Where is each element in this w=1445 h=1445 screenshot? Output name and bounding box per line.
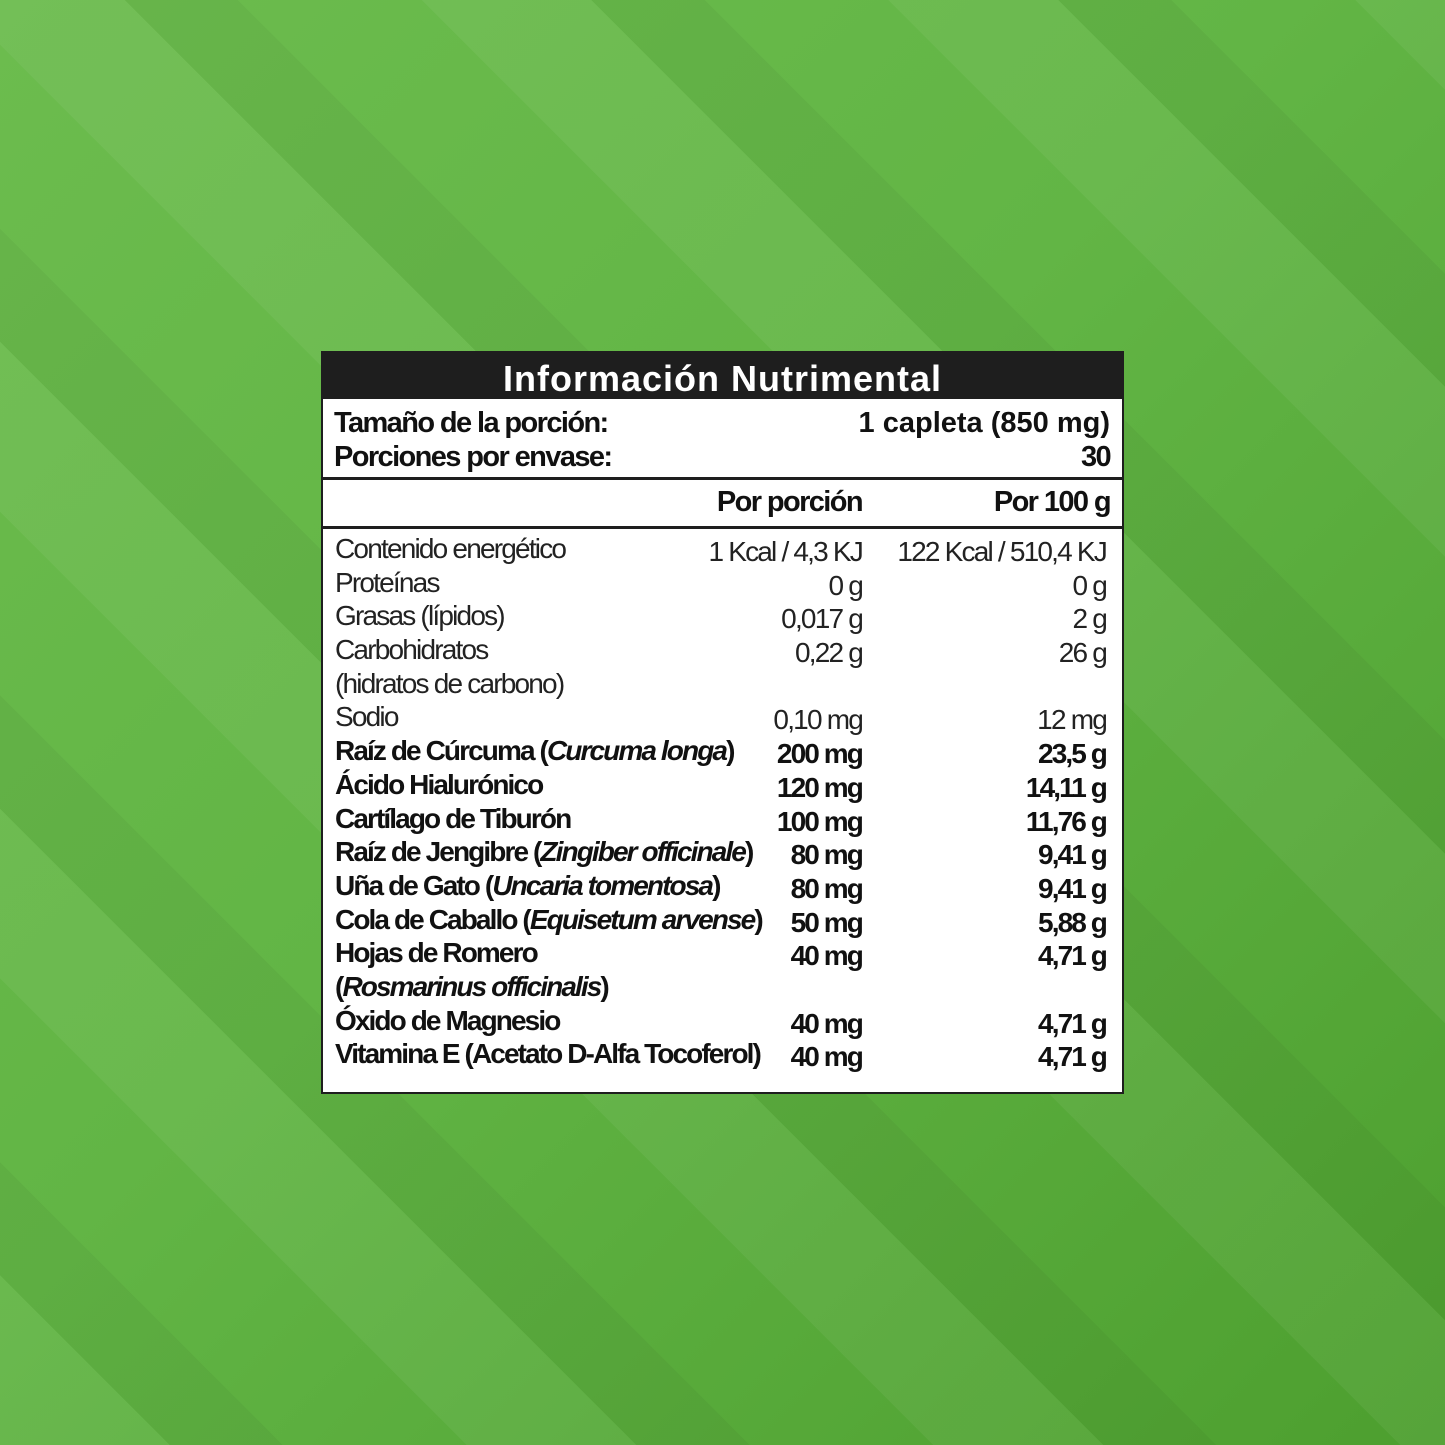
nutrient-name: Raíz de Jengibre (Zingiber officinale) [335, 836, 754, 868]
nutrient-row: Contenido energético 1 Kcal / 4,3 KJ 122 K… [323, 533, 1122, 567]
nutrient-name-suffix: ) [726, 735, 735, 767]
nutrient-name: Cartílago de Tiburón [335, 802, 572, 835]
value-per-100g: 122 Kcal / 510,4 KJ [897, 536, 1107, 567]
nutrient-name-suffix: ) [712, 869, 721, 901]
nutrient-row: Cartílago de Tiburón 100 mg 11,76 g [323, 803, 1122, 837]
nutrient-row: Raíz de Jengibre (Zingiber officinale) 80… [323, 836, 1122, 870]
value-per-100g: 4,71 g [1038, 1007, 1108, 1039]
nutrient-name-suffix: ) [744, 836, 754, 868]
nutrient-name: Proteínas [335, 566, 440, 599]
nutrient-name-text: Raíz de Jengibre ( [335, 836, 542, 868]
nutrient-row: Uña de Gato (Uncaria tomentosa) 80 mg 9,41… [323, 870, 1122, 904]
value-per-portion: 0,10 mg [773, 704, 863, 736]
value-per-portion: 40 mg [790, 940, 864, 972]
nutrient-name: Ácido Hialurónico [335, 768, 544, 801]
nutrient-name: Grasas (lípidos) [335, 600, 506, 632]
nutrient-row: (Rosmarinus officinalis) [323, 971, 1122, 1005]
nutrient-scientific-name: Zingiber officinale [540, 836, 746, 868]
nutrient-name-text: Cola de Caballo ( [335, 903, 532, 935]
value-per-100g: 23,5 g [1038, 738, 1108, 770]
nutrient-row: (hidratos de carbono) [323, 668, 1122, 702]
nutrient-name-text: ( [335, 970, 344, 1002]
value-per-portion: 0,017 g [781, 603, 864, 635]
value-per-100g: 11,76 g [1025, 805, 1108, 837]
value-per-100g: 9,41 g [1038, 872, 1108, 904]
nutrient-name: Contenido energético [335, 533, 567, 565]
panel-title: Información Nutrimental [323, 353, 1122, 399]
value-per-portion: 80 mg [790, 872, 864, 904]
nutrient-rows: Contenido energético 1 Kcal / 4,3 KJ 122 K… [323, 533, 1122, 1072]
value-per-100g: 9,41 g [1038, 839, 1108, 871]
nutrient-name-text: Uña de Gato ( [335, 869, 494, 901]
nutrient-scientific-name: Equisetum arvense [529, 903, 756, 935]
nutrient-row: Sodio 0,10 mg 12 mg [323, 701, 1122, 735]
nutrient-name: Carbohidratos [335, 634, 489, 666]
value-per-100g: 26 g [1058, 637, 1108, 669]
value-per-portion: 80 mg [790, 839, 864, 871]
value-per-100g: 14,11 g [1025, 771, 1108, 803]
value-per-100g: 4,71 g [1038, 1041, 1108, 1073]
nutrient-name: Óxido de Magnesio [335, 1004, 561, 1037]
nutrient-name: Vitamina E (Acetato D-Alfa Tocoferol) [335, 1038, 762, 1070]
servings-count-value: 30 [1080, 441, 1112, 473]
nutrient-name-text: Hojas de Romero [335, 937, 539, 969]
nutrient-row: Óxido de Magnesio 40 mg 4,71 g [323, 1005, 1122, 1039]
value-per-100g: 4,71 g [1038, 940, 1108, 972]
serving-info: Tamaño de la porción: 1 capleta (850 mg)… [323, 399, 1122, 480]
nutrient-row: Proteínas 0 g 0 g [323, 567, 1122, 601]
nutrient-name-text: Grasas (lípidos) [335, 600, 506, 632]
column-per-portion: Por porción [716, 486, 864, 518]
serving-size-label: Tamaño de la porción: [334, 407, 609, 439]
nutrient-row: Cola de Caballo (Equisetum arvense) 50 mg… [323, 904, 1122, 938]
value-per-portion: 40 mg [790, 1041, 864, 1073]
nutrient-name-text: Cartílago de Tiburón [335, 802, 572, 834]
nutrient-scientific-name: Curcuma longa [546, 735, 728, 767]
nutrient-name-text: (hidratos de carbono) [335, 667, 565, 699]
nutrient-name: Raíz de Cúrcuma (Curcuma longa) [335, 735, 736, 767]
value-per-portion: 0 g [828, 569, 863, 601]
nutrient-row: Hojas de Romero 40 mg 4,71 g [323, 937, 1122, 971]
nutrient-scientific-name: Uncaria tomentosa [492, 869, 714, 901]
column-header: Por porción Por 100 g [323, 480, 1122, 529]
nutrient-row: Grasas (lípidos) 0,017 g 2 g [323, 600, 1122, 634]
value-per-portion: 200 mg [776, 738, 864, 770]
nutrient-name-text: Carbohidratos [335, 634, 489, 666]
value-per-100g: 5,88 g [1038, 906, 1108, 938]
value-per-portion: 100 mg [776, 805, 864, 837]
nutrient-name-suffix: ) [754, 903, 763, 935]
nutrition-facts-panel: Información Nutrimental Tamaño de la por… [321, 351, 1124, 1094]
nutrient-scientific-name: Rosmarinus officinalis [342, 970, 602, 1002]
nutrient-name-text: Óxido de Magnesio [335, 1004, 561, 1036]
value-per-portion: 0,22 g [794, 637, 864, 669]
nutrient-name: Uña de Gato (Uncaria tomentosa) [335, 869, 722, 902]
nutrient-name-text: Proteínas [335, 566, 440, 598]
nutrient-name-text: Raíz de Cúrcuma ( [335, 735, 549, 767]
nutrient-name: Sodio [335, 701, 399, 733]
nutrient-name-text: Sodio [335, 701, 399, 733]
nutrient-name: (Rosmarinus officinalis) [335, 970, 610, 1003]
nutrient-row: Raíz de Cúrcuma (Curcuma longa) 200 mg 23,… [323, 735, 1122, 769]
nutrient-row: Ácido Hialurónico 120 mg 14,11 g [323, 769, 1122, 803]
nutrient-name-text: Vitamina E (Acetato D-Alfa Tocoferol) [335, 1038, 762, 1070]
servings-count-label: Porciones por envase: [334, 441, 613, 473]
nutrient-name-text: Ácido Hialurónico [335, 768, 544, 800]
nutrient-name-suffix: ) [600, 970, 609, 1002]
value-per-portion: 50 mg [790, 906, 864, 938]
column-per-100g: Por 100 g [993, 486, 1112, 518]
nutrient-row: Vitamina E (Acetato D-Alfa Tocoferol) 40 … [323, 1038, 1122, 1072]
nutrient-name: Cola de Caballo (Equisetum arvense) [335, 903, 764, 936]
serving-size-value: 1 capleta (850 mg) [858, 407, 1110, 439]
nutrient-name-text: Contenido energético [335, 533, 567, 564]
value-per-portion: 120 mg [776, 771, 864, 803]
nutrient-name: (hidratos de carbono) [335, 667, 565, 700]
value-per-portion: 40 mg [790, 1007, 864, 1039]
nutrient-name: Hojas de Romero [335, 937, 539, 969]
value-per-portion: 1 Kcal / 4,3 KJ [708, 536, 863, 567]
nutrient-row: Carbohidratos 0,22 g 26 g [323, 634, 1122, 668]
value-per-100g: 2 g [1072, 603, 1107, 635]
value-per-100g: 0 g [1072, 569, 1107, 601]
value-per-100g: 12 mg [1037, 704, 1108, 736]
